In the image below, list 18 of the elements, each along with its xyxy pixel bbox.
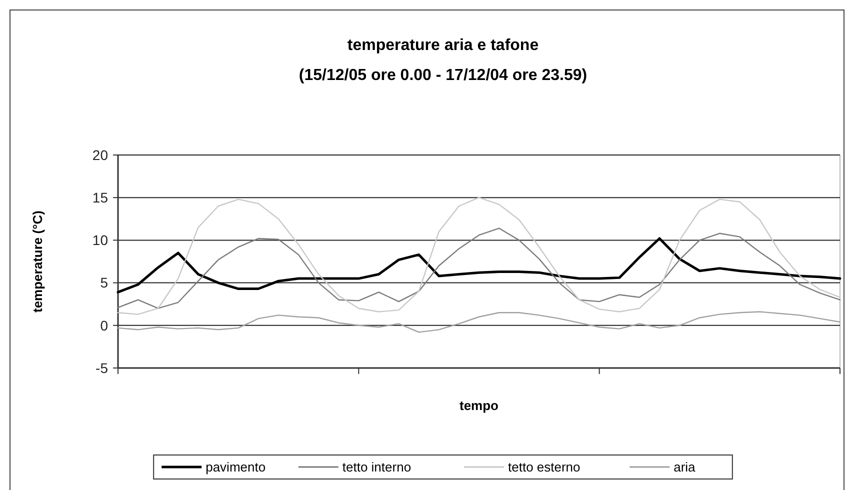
- legend-label: pavimento: [206, 460, 266, 475]
- y-axis-title: temperature (°C): [30, 210, 45, 312]
- legend-label: aria: [674, 460, 696, 475]
- y-tick-label: -5: [96, 360, 108, 376]
- y-tick-label: 0: [100, 317, 108, 334]
- y-tick-label: 15: [92, 190, 108, 206]
- y-tick-label: 20: [92, 146, 108, 163]
- legend-label: tetto esterno: [508, 460, 580, 475]
- x-axis-title: tempo: [460, 398, 499, 413]
- y-tick-label: 5: [100, 274, 108, 291]
- line-series: [117, 228, 841, 309]
- y-tick-label: 10: [92, 232, 108, 248]
- line-series: [117, 197, 841, 315]
- legend-label: tetto interno: [342, 460, 412, 475]
- line-series: [116, 237, 842, 294]
- chart-subtitle: (15/12/05 ore 0.00 - 17/12/04 ore 23.59): [298, 67, 588, 84]
- line-series: [117, 311, 841, 333]
- chart-title: temperature aria e tafone: [347, 37, 539, 54]
